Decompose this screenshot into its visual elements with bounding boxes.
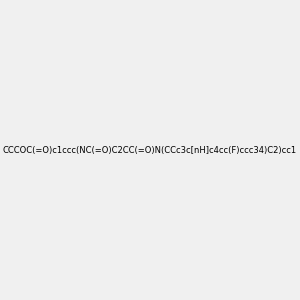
Text: CCCOC(=O)c1ccc(NC(=O)C2CC(=O)N(CCc3c[nH]c4cc(F)ccc34)C2)cc1: CCCOC(=O)c1ccc(NC(=O)C2CC(=O)N(CCc3c[nH]… <box>3 146 297 154</box>
